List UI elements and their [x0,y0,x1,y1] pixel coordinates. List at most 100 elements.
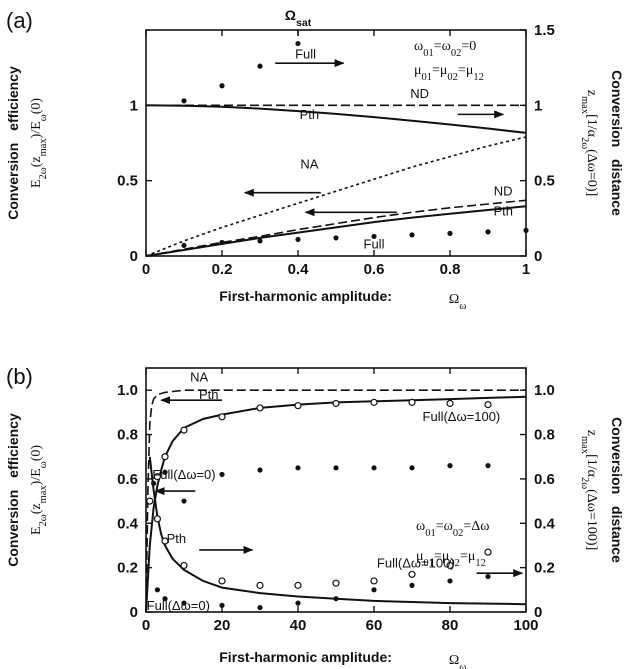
curve-annotation: Pth [493,203,513,218]
data-point-full-100 [332,399,340,408]
x-tick-label: 1 [522,261,530,278]
data-point-full-0 [447,578,453,584]
data-point-full-100 [408,398,416,406]
plot-frame [145,367,527,613]
y-axis-expr-right: zmax[1/α2ω(Δω=0)] [580,90,600,196]
data-point-full-100 [218,577,226,585]
data-point-full-0 [295,465,301,471]
data-point-full [219,239,225,246]
x-tick-label: 0.6 [364,261,385,278]
y-tick-label-right: 0.6 [534,471,555,488]
data-point-full-0 [257,604,263,611]
data-point-full-0 [295,600,301,606]
y-axis-expr-left: E2ω(zmax)/Eω(0) [29,445,49,535]
data-point-full-0 [162,596,168,602]
curve-annotation: Full(Δω=100) [377,556,455,571]
data-point-full-0 [447,463,453,469]
x-tick-label: 100 [513,617,538,634]
data-point-full-100 [153,473,161,481]
data-point-full-0 [181,600,187,606]
data-point-full [295,40,301,47]
y-axis-label-left: Conversion efficiency [5,413,21,567]
curve-annotation: Pth [199,387,219,402]
data-point-full-100 [180,426,188,434]
data-point-full [523,227,529,233]
y-axis-label-left: Conversion efficiency [5,66,21,220]
data-point-full-100 [294,581,302,589]
panel-label: (a) [6,8,33,33]
plot-frame [145,29,527,257]
legend-text: μ01=μ02=μ12 [416,549,486,569]
data-point-full-100 [218,413,226,421]
data-point-full-100 [370,577,378,585]
data-point-full-100 [161,453,169,461]
y-axis-expr-left: E2ω(zmax)/Eω(0) [29,98,49,188]
data-point-full [485,229,491,235]
series-line-na-left [145,136,527,257]
curve-annotation: ND [410,86,429,101]
x-tick-label: 0.8 [440,261,461,278]
data-point-full-0 [409,465,415,471]
y-tick-label-left: 0.6 [117,471,138,488]
y-tick-label-left: 0.8 [117,427,138,444]
x-tick-label: 20 [214,617,231,634]
curve-annotation: Pth [300,107,320,122]
y-tick-label-left: 0.5 [117,173,138,190]
data-point-full-100 [446,561,454,570]
y-tick-label-left: 0.4 [117,515,139,532]
data-point-full-100 [484,548,492,556]
data-point-full-100 [294,402,302,410]
y-tick-label-right: 0.8 [534,427,555,444]
x-tick-label: 80 [442,617,459,634]
curve-annotation: Full [364,236,385,251]
y-tick-label-right: 1 [534,97,542,114]
data-point-full-0 [371,465,377,471]
series-line-pth-right [148,456,527,606]
y-axis-label-right: Conversion distance [609,417,624,563]
y-axis-expr-right: zmax[1/α2ω(Δω=100)] [580,430,600,550]
data-point-full-100 [370,398,378,406]
y-tick-label-right: 0.5 [534,173,555,190]
data-point-full-0 [257,467,263,473]
data-point-full-100 [146,497,154,505]
data-point-full-100 [484,401,492,409]
data-point-full-100 [180,561,188,570]
data-point-full-100 [408,570,416,578]
data-point-full-0 [485,573,491,580]
data-point-full [371,233,377,240]
data-point-full-0 [181,498,187,504]
data-point-full-0 [219,471,225,478]
curve-annotation: Full(Δω=0) [152,467,215,482]
x-axis-label: First-harmonic amplitude: [219,649,392,665]
y-tick-label-left: 0 [130,248,138,265]
series-line-pth-left [145,205,527,257]
y-tick-label-left: 0.2 [117,560,138,577]
series-line-pth-right [145,104,527,134]
y-tick-label-right: 0.4 [534,515,556,532]
data-point-full-0 [333,465,339,471]
x-axis-label: First-harmonic amplitude: [219,288,392,304]
data-point-full [409,232,415,238]
data-point-full-100 [161,537,169,545]
y-tick-label-left: 1 [130,97,138,114]
data-point-full-0 [409,582,415,588]
x-tick-label: 0.2 [212,261,233,278]
y-tick-label-right: 0.2 [534,560,555,577]
x-tick-label: 0 [142,261,150,278]
x-axis-symbol: Ωω [449,653,466,669]
data-point-full [447,230,453,236]
data-point-full [257,238,263,244]
y-axis-label-right: Conversion distance [609,70,624,216]
data-point-full-0 [219,602,225,608]
data-point-full-0 [333,596,339,602]
data-point-full-100 [256,581,264,589]
top-label: Ωsat [285,7,312,29]
data-point-full-100 [153,515,161,523]
y-tick-label-right: 0 [534,604,542,621]
series-line-nd-left [145,199,527,257]
data-point-full [333,235,339,241]
curve-annotation: ND [494,184,513,199]
x-tick-label: 0.4 [288,261,310,278]
data-point-full [295,236,301,243]
